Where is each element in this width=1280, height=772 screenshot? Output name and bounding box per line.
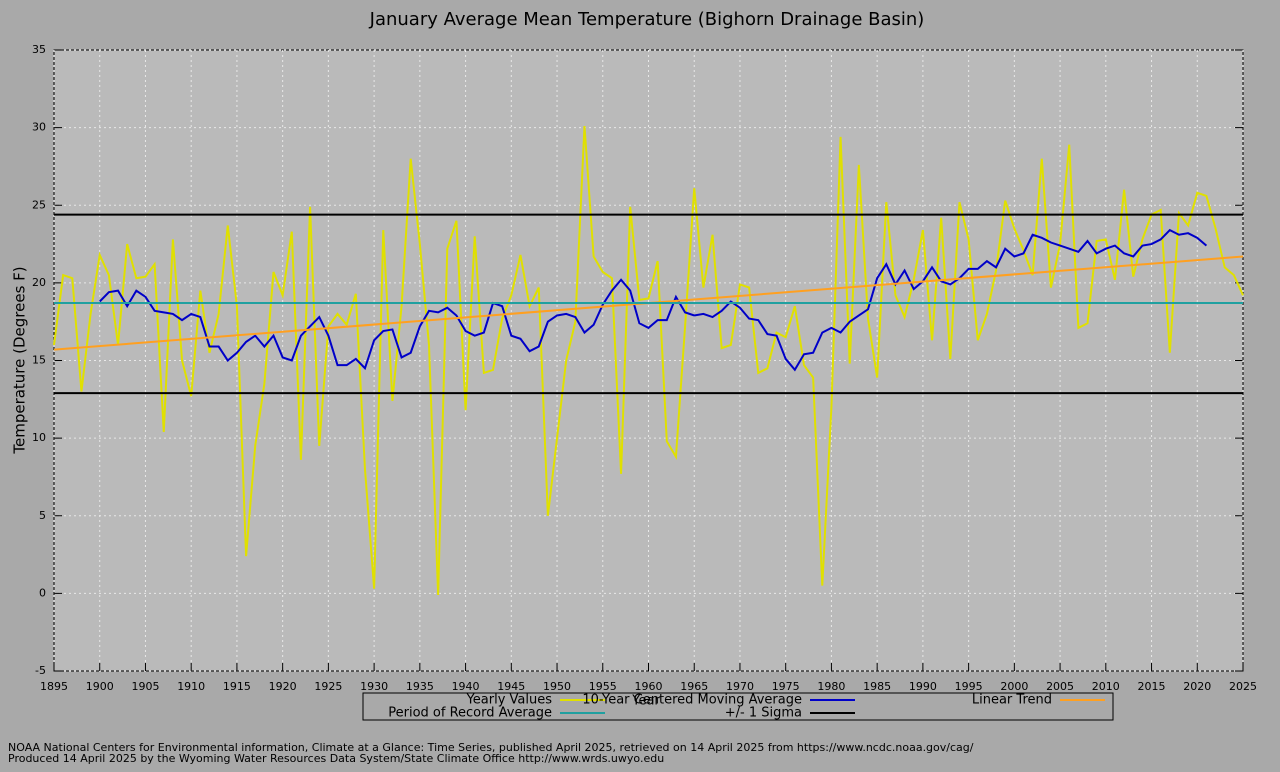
x-tick-label: 1990 <box>909 680 937 693</box>
x-tick-label: 1950 <box>543 680 571 693</box>
x-axis-label: Year <box>631 694 660 709</box>
y-tick-label: 5 <box>39 509 46 522</box>
x-tick-label: 2000 <box>1000 680 1028 693</box>
y-tick-label: 0 <box>39 586 46 599</box>
x-tick-label: 1945 <box>497 680 525 693</box>
series-line <box>53 126 1244 595</box>
y-tick-label: -5 <box>35 664 46 677</box>
x-tick-label: 1935 <box>406 680 434 693</box>
x-tick-label: 1930 <box>360 680 388 693</box>
y-tick-label: 35 <box>32 43 46 56</box>
series-line <box>99 228 1208 372</box>
y-tick-label: 25 <box>32 198 46 211</box>
x-tick-label: 2025 <box>1229 680 1257 693</box>
x-tick-label: 2010 <box>1092 680 1120 693</box>
x-tick-label: 1900 <box>86 680 114 693</box>
x-tick-label: 2015 <box>1138 680 1166 693</box>
y-tick-label: 20 <box>32 276 46 289</box>
x-tick-label: 1910 <box>177 680 205 693</box>
x-tick-label: 1895 <box>40 680 68 693</box>
x-tick-label: 1915 <box>223 680 251 693</box>
legend-label: 10-Year Centered Moving Average <box>582 693 802 708</box>
x-tick-label: 2020 <box>1183 680 1211 693</box>
x-tick-label: 1905 <box>131 680 159 693</box>
x-tick-label: 1955 <box>589 680 617 693</box>
legend-label: Period of Record Average <box>388 706 552 721</box>
x-tick-label: 1975 <box>772 680 800 693</box>
footer: Produced 14 April 2025 by the Wyoming Wa… <box>8 752 664 765</box>
legend-label: +/- 1 Sigma <box>725 706 802 721</box>
x-tick-label: 1960 <box>635 680 663 693</box>
x-tick-label: 1985 <box>863 680 891 693</box>
legend-label: Linear Trend <box>972 693 1052 708</box>
legend-box <box>362 692 1114 721</box>
y-axis-label: Temperature (Degrees F) <box>11 266 29 454</box>
footer: NOAA National Centers for Environmental … <box>8 741 974 754</box>
chart-title: January Average Mean Temperature (Bighor… <box>369 9 925 30</box>
x-tick-label: 1925 <box>314 680 342 693</box>
y-tick-label: 30 <box>32 121 46 134</box>
x-tick-label: 1965 <box>680 680 708 693</box>
y-tick-label: 10 <box>32 431 46 444</box>
x-tick-label: 1995 <box>955 680 983 693</box>
x-tick-label: 1920 <box>269 680 297 693</box>
x-tick-label: 1980 <box>817 680 845 693</box>
y-tick-label: 15 <box>32 354 46 367</box>
legend-label: Yearly Values <box>466 693 553 708</box>
x-tick-label: 1970 <box>726 680 754 693</box>
x-tick-label: 2005 <box>1046 680 1074 693</box>
x-tick-label: 1940 <box>452 680 480 693</box>
